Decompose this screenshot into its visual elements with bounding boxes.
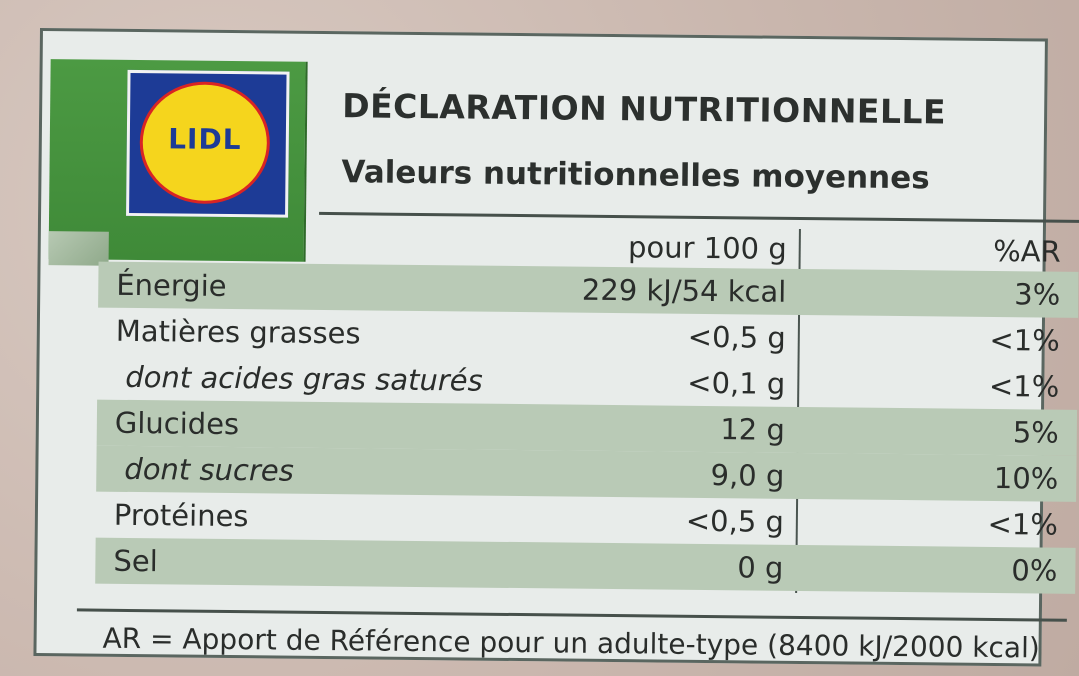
footnote: AR = Apport de Référence pour un adulte-…: [102, 621, 1040, 665]
nutrient-value: 9,0 g: [710, 458, 785, 493]
nutrient-value: 12 g: [720, 412, 786, 447]
label-subtitle: Valeurs nutritionnelles moyennes: [341, 154, 930, 197]
nutrient-name: dont sucres: [124, 451, 294, 488]
nutrient-ar: <1%: [989, 322, 1060, 358]
footnote-divider: [76, 608, 1067, 622]
nutrient-name: Sel: [113, 543, 158, 579]
nutrient-value: 229 kJ/54 kcal: [581, 272, 787, 309]
nutrient-ar: 3%: [1014, 277, 1061, 312]
nutrient-name: Énergie: [116, 267, 227, 303]
nutrient-name: Protéines: [113, 497, 249, 534]
nutrition-table: pour 100 g %AR Énergie 229 kJ/54 kcal 3%…: [95, 222, 1079, 594]
lidl-logo: LIDL: [126, 69, 290, 218]
nutrition-label: LIDL DÉCLARATION NUTRITIONNELLE Valeurs …: [33, 28, 1079, 667]
nutrient-name: dont acides gras saturés: [125, 359, 483, 398]
nutrient-value: <0,5 g: [685, 503, 785, 539]
header-ar: %AR: [992, 233, 1061, 269]
nutrient-ar: 10%: [993, 461, 1059, 496]
header-name-cell: [99, 242, 569, 247]
header-per-100g: pour 100 g: [627, 230, 787, 266]
nutrient-ar: 0%: [1011, 553, 1058, 588]
nutrient-name: Matières grasses: [115, 313, 361, 351]
nutrient-value: 0 g: [737, 550, 784, 585]
nutrient-ar: <1%: [988, 368, 1060, 404]
table-row: Sel 0 g 0%: [95, 537, 1076, 594]
title-divider: [319, 211, 1079, 223]
label-title: DÉCLARATION NUTRITIONNELLE: [341, 86, 947, 132]
logo-circle: LIDL: [139, 81, 271, 205]
nutrient-value: <0,5 g: [687, 319, 786, 355]
nutrient-value: <0,1 g: [687, 365, 786, 401]
nutrient-name: Glucides: [114, 405, 240, 442]
nutrient-ar: 5%: [1012, 415, 1059, 450]
logo-text: LIDL: [168, 122, 242, 157]
nutrient-ar: <1%: [987, 506, 1059, 542]
